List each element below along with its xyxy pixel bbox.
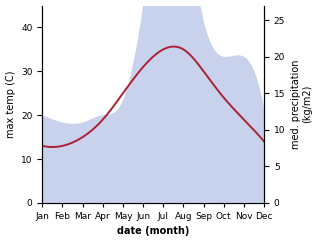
X-axis label: date (month): date (month): [117, 227, 190, 236]
Y-axis label: med. precipitation
(kg/m2): med. precipitation (kg/m2): [291, 60, 313, 149]
Y-axis label: max temp (C): max temp (C): [5, 70, 16, 138]
